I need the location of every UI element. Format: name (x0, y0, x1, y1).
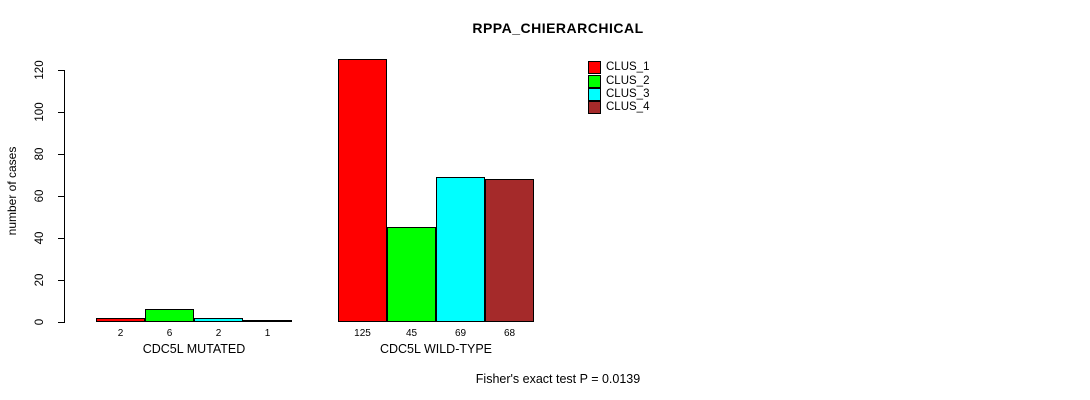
y-axis-tick-label: 60 (34, 189, 46, 203)
legend-swatch-clus_2 (588, 74, 601, 88)
legend: CLUS_1 CLUS_2 CLUS_3 CLUS_4 (588, 61, 649, 115)
legend-item: CLUS_3 (588, 87, 650, 101)
x-group-label: CDC5L MUTATED (142, 342, 246, 356)
x-group-label: CDC5L WILD-TYPE (379, 342, 493, 356)
bar-clus_3-wild-type (436, 177, 485, 322)
bar-clus_3-mutated (194, 318, 243, 322)
legend-label: CLUS_2 (606, 74, 650, 87)
bar-value-label: 2 (215, 328, 222, 339)
bar-clus_4-mutated (243, 320, 292, 322)
annotation-text: Fisher's exact test P = 0.0139 (475, 372, 641, 386)
y-axis-tick-label: 20 (34, 273, 46, 287)
y-axis-tick (58, 70, 65, 71)
legend-label: CLUS_1 (606, 61, 650, 74)
legend-label: CLUS_3 (606, 87, 650, 100)
legend-label: CLUS_4 (606, 101, 650, 114)
bar-value-label: 69 (454, 328, 467, 339)
bar-value-label: 2 (117, 328, 124, 339)
bar-clus_1-wild-type (338, 59, 387, 322)
y-axis-tick (58, 280, 65, 281)
y-axis-tick (58, 196, 65, 197)
y-axis-tick (58, 322, 65, 323)
y-axis-tick (58, 238, 65, 239)
legend-swatch-clus_3 (588, 87, 601, 101)
legend-swatch-clus_4 (588, 101, 601, 115)
bar-value-label: 68 (503, 328, 516, 339)
y-axis-title: number of cases (5, 146, 19, 236)
bar-clus_1-mutated (96, 318, 145, 322)
bar-clus_2-wild-type (387, 227, 436, 322)
legend-item: CLUS_4 (588, 101, 650, 115)
bar-value-label: 45 (405, 328, 418, 339)
y-axis-tick-label: 40 (34, 231, 46, 245)
y-axis-tick-label: 120 (34, 60, 46, 80)
y-axis-tick-label: 100 (34, 102, 46, 122)
bar-clus_2-mutated (145, 309, 194, 322)
legend-swatch-clus_1 (588, 61, 601, 75)
bar-value-label: 6 (166, 328, 173, 339)
legend-item: CLUS_1 (588, 61, 650, 75)
chart-title: RPPA_CHIERARCHICAL (472, 20, 644, 36)
legend-item: CLUS_2 (588, 74, 650, 88)
bar-value-label: 125 (354, 328, 371, 339)
y-axis-tick-label: 0 (34, 318, 46, 326)
bar-value-label: 1 (264, 328, 271, 339)
bar-clus_4-wild-type (485, 179, 534, 322)
y-axis-tick (58, 112, 65, 113)
y-axis-tick (58, 154, 65, 155)
y-axis-tick-label: 80 (34, 147, 46, 161)
